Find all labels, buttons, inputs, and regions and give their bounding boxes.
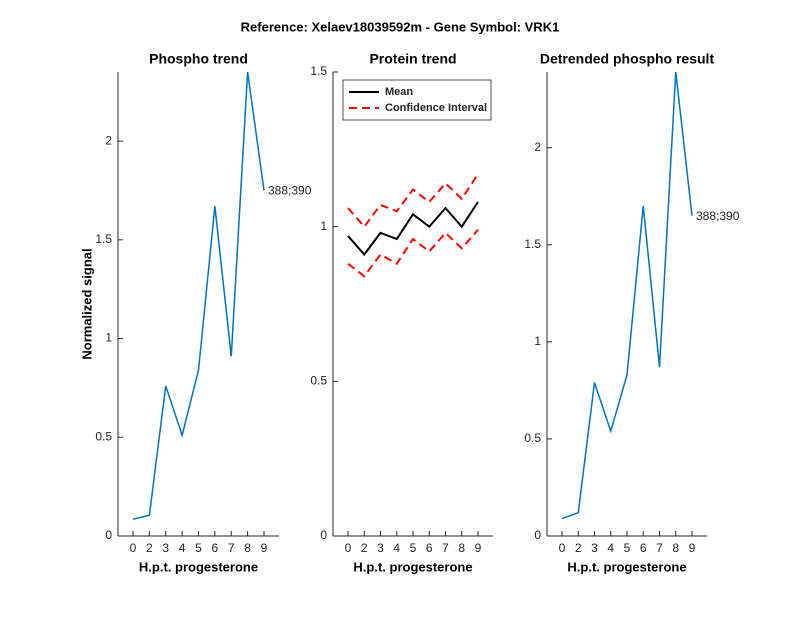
x-tick-label: 0	[559, 541, 566, 555]
x-tick-label: 3	[377, 541, 384, 555]
data-line	[347, 201, 479, 257]
x-tick-label: 7	[656, 541, 663, 555]
y-tick-label: 1	[320, 219, 327, 233]
x-tick-label: 0	[345, 541, 352, 555]
x-tick-label: 0	[130, 541, 137, 555]
x-tick-label: 7	[228, 541, 235, 555]
x-tick-label: 3	[162, 541, 169, 555]
subplot-title: Detrended phospho result	[540, 51, 715, 67]
x-tick-label: 9	[475, 541, 482, 555]
x-tick-label: 2	[146, 541, 153, 555]
data-line	[561, 71, 693, 520]
x-tick-label: 2	[575, 541, 582, 555]
y-axis-label: Normalized signal	[79, 248, 94, 359]
x-tick-label: 4	[607, 541, 614, 555]
data-line	[347, 173, 479, 229]
y-tick-label: 1.5	[95, 232, 112, 246]
y-tick-label: 1	[534, 334, 541, 348]
x-tick-label: 2	[361, 541, 368, 555]
y-tick-label: 0.5	[95, 429, 112, 443]
y-tick-label: 1.5	[310, 64, 327, 78]
x-tick-label: 8	[672, 541, 679, 555]
legend-label: Mean	[385, 86, 413, 98]
y-tick-label: 2	[105, 133, 112, 147]
x-axis-label: H.p.t. progesterone	[567, 559, 686, 574]
y-tick-label: 0	[534, 528, 541, 542]
y-tick-label: 0.5	[524, 431, 541, 445]
x-tick-label: 4	[393, 541, 400, 555]
y-tick-label: 0	[320, 528, 327, 542]
subplot-title: Protein trend	[369, 51, 456, 67]
data-line	[347, 229, 479, 278]
x-tick-label: 6	[640, 541, 647, 555]
legend-box	[342, 79, 492, 121]
x-tick-label: 9	[689, 541, 696, 555]
y-tick-label: 1.5	[524, 237, 541, 251]
x-tick-label: 5	[195, 541, 202, 555]
legend-label: Confidence Interval	[385, 102, 487, 114]
subplot-title: Phospho trend	[149, 51, 248, 67]
annotation: 388;390	[268, 184, 312, 198]
x-tick-label: 4	[179, 541, 186, 555]
x-tick-label: 7	[442, 541, 449, 555]
x-axis-label: H.p.t. progesterone	[139, 559, 258, 574]
y-tick-label: 0	[105, 528, 112, 542]
x-tick-label: 3	[591, 541, 598, 555]
x-tick-label: 6	[212, 541, 219, 555]
x-tick-label: 8	[458, 541, 465, 555]
data-line	[132, 71, 265, 520]
y-tick-label: 0.5	[310, 374, 327, 388]
x-axis-label: H.p.t. progesterone	[353, 559, 472, 574]
annotation: 388;390	[696, 209, 740, 223]
figure-title: Reference: Xelaev18039592m - Gene Symbol…	[241, 19, 560, 34]
x-tick-label: 9	[261, 541, 268, 555]
x-tick-label: 5	[624, 541, 631, 555]
x-tick-label: 6	[426, 541, 433, 555]
y-tick-label: 2	[534, 140, 541, 154]
y-tick-label: 1	[105, 331, 112, 345]
x-tick-label: 5	[410, 541, 417, 555]
x-tick-label: 8	[244, 541, 251, 555]
